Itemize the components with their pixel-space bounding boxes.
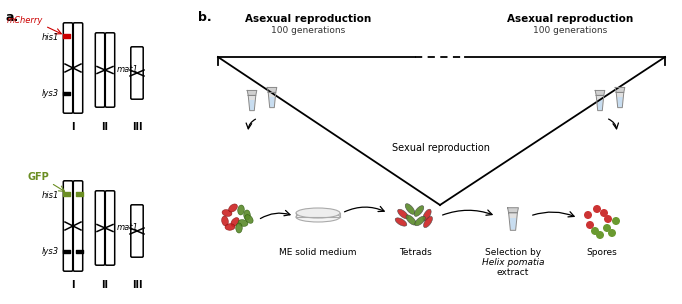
Ellipse shape [225, 224, 235, 230]
Polygon shape [615, 88, 625, 92]
Polygon shape [617, 92, 624, 108]
Ellipse shape [296, 212, 340, 222]
FancyBboxPatch shape [131, 47, 143, 99]
Ellipse shape [424, 216, 432, 228]
Text: a.: a. [5, 11, 18, 24]
Text: extract: extract [496, 268, 529, 277]
FancyBboxPatch shape [63, 181, 73, 271]
FancyBboxPatch shape [105, 33, 115, 107]
Ellipse shape [395, 218, 407, 226]
Text: Tetrads: Tetrads [398, 248, 432, 257]
Ellipse shape [222, 216, 228, 226]
Ellipse shape [231, 218, 239, 226]
Text: Sexual reproduction: Sexual reproduction [393, 143, 490, 153]
Text: 100 generations: 100 generations [271, 26, 345, 35]
Circle shape [586, 221, 594, 229]
Ellipse shape [238, 219, 248, 226]
Text: I: I [71, 122, 75, 132]
Text: lys3: lys3 [42, 89, 59, 98]
Text: II: II [102, 280, 108, 290]
Text: Spores: Spores [587, 248, 617, 257]
Text: 100 generations: 100 generations [533, 26, 607, 35]
Circle shape [604, 215, 612, 223]
FancyBboxPatch shape [95, 191, 105, 265]
Text: lys3: lys3 [42, 247, 59, 256]
Polygon shape [617, 97, 623, 107]
Ellipse shape [245, 215, 253, 223]
Polygon shape [250, 100, 254, 110]
Polygon shape [510, 218, 516, 230]
Text: I: I [71, 280, 75, 290]
Ellipse shape [238, 205, 244, 215]
Circle shape [612, 217, 620, 225]
Ellipse shape [423, 209, 431, 221]
Ellipse shape [414, 206, 424, 216]
Ellipse shape [243, 210, 250, 220]
Text: GFP: GFP [27, 172, 49, 182]
FancyBboxPatch shape [131, 205, 143, 257]
Ellipse shape [406, 215, 416, 225]
Text: Asexual reproduction: Asexual reproduction [507, 14, 633, 24]
Polygon shape [248, 95, 256, 111]
Polygon shape [507, 208, 518, 213]
Text: Asexual reproduction: Asexual reproduction [245, 14, 371, 24]
Text: his1: his1 [42, 191, 59, 199]
Circle shape [584, 211, 592, 219]
Circle shape [596, 231, 604, 239]
Polygon shape [267, 88, 277, 92]
Text: III: III [132, 280, 143, 290]
Polygon shape [597, 100, 603, 110]
Ellipse shape [415, 216, 426, 226]
FancyBboxPatch shape [105, 191, 115, 265]
FancyBboxPatch shape [95, 33, 105, 107]
FancyBboxPatch shape [73, 23, 83, 113]
Ellipse shape [296, 208, 340, 218]
Polygon shape [596, 95, 604, 111]
Text: II: II [102, 122, 108, 132]
Text: Helix pomatia: Helix pomatia [481, 258, 544, 267]
Polygon shape [268, 92, 276, 108]
FancyBboxPatch shape [63, 23, 73, 113]
Text: b.: b. [198, 11, 211, 24]
Text: ME solid medium: ME solid medium [279, 248, 357, 257]
Text: his1: his1 [42, 33, 59, 42]
Polygon shape [595, 91, 605, 95]
Ellipse shape [228, 204, 237, 212]
Text: mat1: mat1 [117, 223, 139, 233]
Polygon shape [247, 91, 257, 95]
Text: III: III [132, 122, 143, 132]
Polygon shape [269, 97, 275, 107]
Circle shape [608, 229, 616, 237]
Ellipse shape [236, 223, 242, 233]
Ellipse shape [222, 210, 232, 216]
Circle shape [591, 227, 599, 235]
Text: mat1: mat1 [117, 65, 139, 74]
Ellipse shape [405, 204, 415, 214]
FancyBboxPatch shape [73, 181, 83, 271]
Circle shape [593, 205, 601, 213]
Polygon shape [509, 213, 518, 230]
Text: mCherry: mCherry [7, 16, 43, 25]
Circle shape [603, 224, 611, 232]
Text: Selection by: Selection by [485, 248, 541, 257]
Ellipse shape [398, 209, 409, 219]
Circle shape [600, 209, 608, 217]
